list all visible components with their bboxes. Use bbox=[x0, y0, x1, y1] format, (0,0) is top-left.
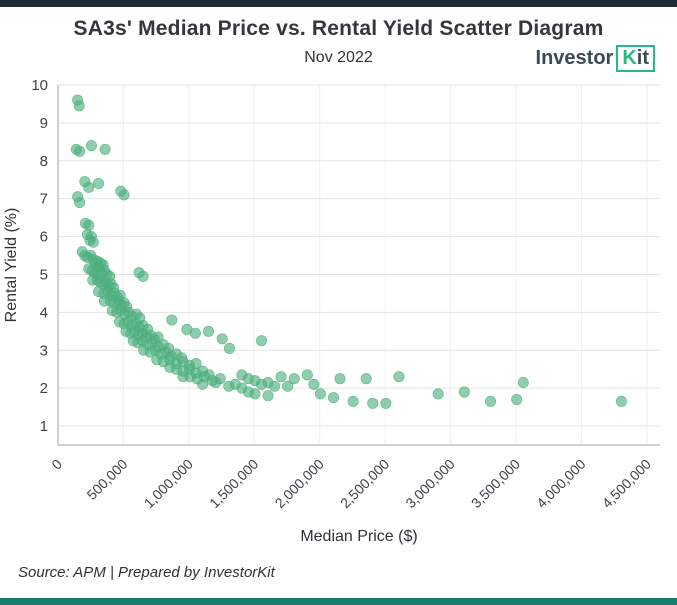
svg-text:Median Price ($): Median Price ($) bbox=[300, 528, 417, 545]
svg-text:1: 1 bbox=[40, 418, 48, 435]
svg-text:1,500,000: 1,500,000 bbox=[206, 456, 262, 512]
top-accent-bar bbox=[0, 0, 677, 7]
svg-text:9: 9 bbox=[40, 115, 48, 132]
page-title: SA3s' Median Price vs. Rental Yield Scat… bbox=[73, 17, 604, 40]
svg-text:3,500,000: 3,500,000 bbox=[468, 456, 524, 512]
logo-text-investor: Investor bbox=[535, 47, 614, 69]
svg-text:2,000,000: 2,000,000 bbox=[271, 456, 327, 512]
svg-text:4,000,000: 4,000,000 bbox=[533, 456, 589, 512]
chart-subtitle: Nov 2022 bbox=[304, 49, 373, 66]
svg-text:500,000: 500,000 bbox=[83, 456, 130, 503]
svg-text:7: 7 bbox=[40, 191, 48, 208]
svg-text:8: 8 bbox=[40, 153, 48, 170]
logo-text-k: K bbox=[622, 47, 637, 69]
source-attribution: Source: APM | Prepared by InvestorKit bbox=[18, 564, 275, 581]
svg-text:3,000,000: 3,000,000 bbox=[402, 456, 458, 512]
svg-text:Rental Yield (%): Rental Yield (%) bbox=[3, 208, 20, 323]
subheader: Nov 2022 Investor Kit bbox=[0, 43, 677, 77]
svg-text:10: 10 bbox=[31, 77, 48, 94]
svg-text:5: 5 bbox=[40, 266, 48, 283]
bottom-accent-bar bbox=[0, 598, 677, 605]
scatter-chart: 1 2 3 4 5 6 7 8 9 10 0 500,000 1,000,000 1,500,000 2,0… bbox=[3, 77, 660, 545]
svg-text:4: 4 bbox=[40, 304, 48, 321]
svg-text:3: 3 bbox=[40, 342, 48, 359]
svg-text:2,500,000: 2,500,000 bbox=[337, 456, 393, 512]
svg-text:2: 2 bbox=[40, 380, 48, 397]
logo-text-it: it bbox=[636, 47, 649, 69]
svg-text:6: 6 bbox=[40, 229, 48, 246]
svg-text:4,500,000: 4,500,000 bbox=[599, 456, 655, 512]
svg-text:0: 0 bbox=[48, 456, 65, 473]
svg-text:1,000,000: 1,000,000 bbox=[141, 456, 197, 512]
logo-kit-box: Kit bbox=[616, 45, 655, 72]
investorkit-logo: Investor Kit bbox=[536, 45, 655, 72]
